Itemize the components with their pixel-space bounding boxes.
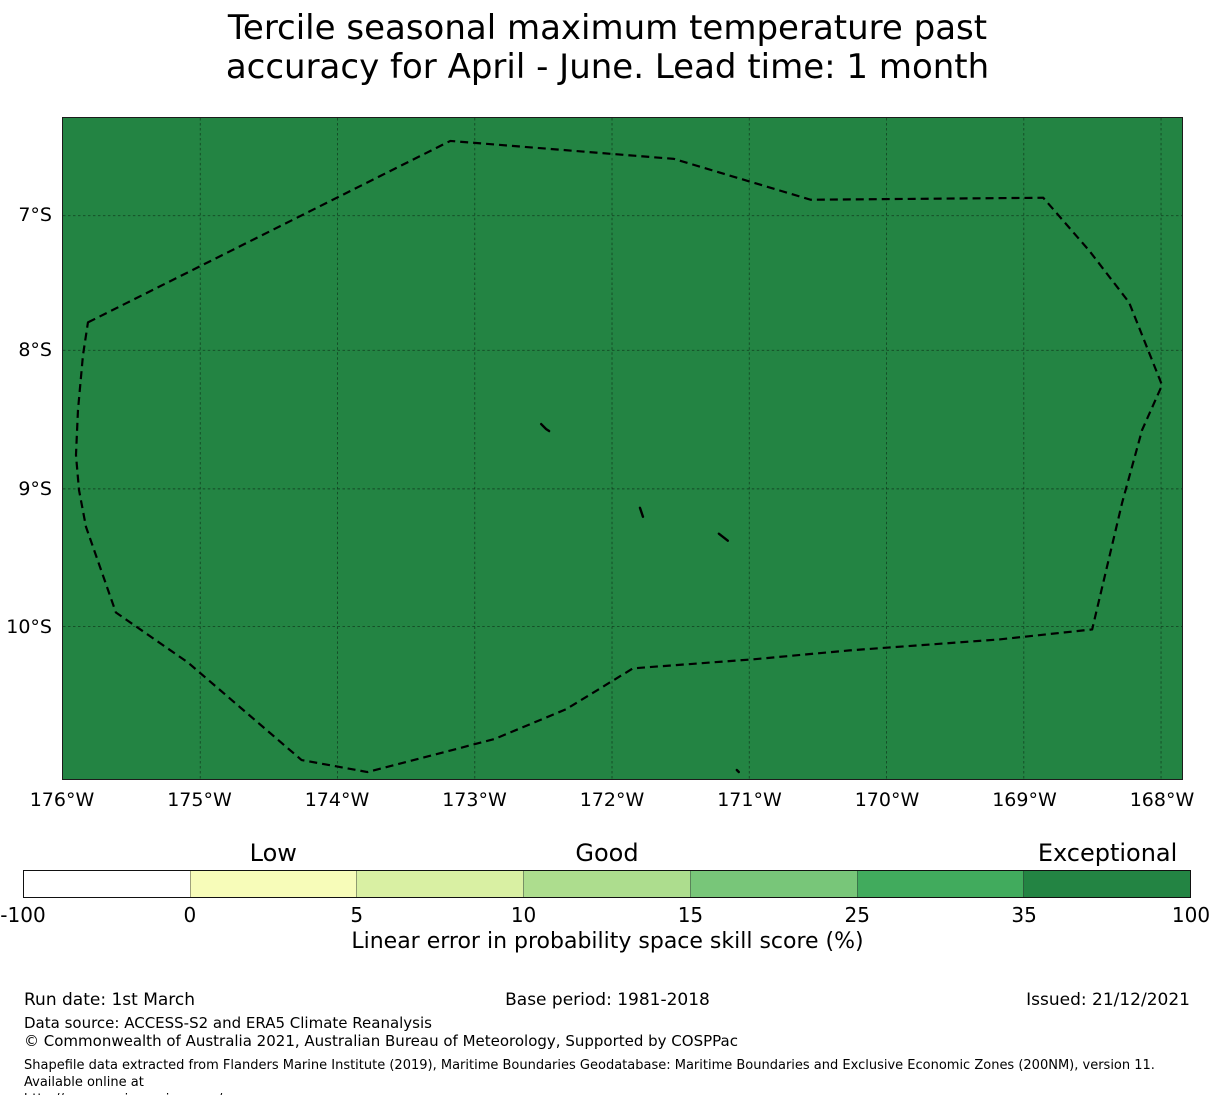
- page-title: Tercile seasonal maximum temperature pas…: [0, 9, 1215, 87]
- colorbar-segment-35-100: [1023, 871, 1191, 897]
- colorbar-category-label: Good: [575, 839, 639, 867]
- colorbar-tick-label: 15: [677, 903, 704, 927]
- data-source-text: Data source: ACCESS-S2 and ERA5 Climate …: [24, 1014, 432, 1032]
- colorbar-category-label: Exceptional: [1037, 839, 1178, 867]
- shapefile-note-line-1: Shapefile data extracted from Flanders M…: [24, 1058, 1155, 1090]
- colorbar-segment-25-35: [856, 871, 1024, 897]
- lat-tick-label: 7°S: [18, 204, 52, 226]
- colorbar-tick-label: 5: [350, 903, 364, 927]
- colorbar-segment-10-15: [523, 871, 690, 897]
- colorbar-segment-5-10: [356, 871, 524, 897]
- colorbar-tick-label: 10: [510, 903, 537, 927]
- copyright-text: © Commonwealth of Australia 2021, Austra…: [24, 1032, 738, 1050]
- issued-text: Issued: 21/12/2021: [1026, 990, 1190, 1010]
- lat-tick-label: 8°S: [18, 339, 52, 361]
- island-mark: [638, 506, 645, 518]
- lon-tick-label: 176°W: [29, 789, 95, 811]
- island-mark: [539, 422, 551, 433]
- island-mark: [735, 768, 740, 774]
- shapefile-note-line-2: http://www.marineregions.org/.: [24, 1091, 1196, 1095]
- colorbar-tick-label: 100: [1171, 903, 1211, 927]
- lon-tick-label: 173°W: [442, 789, 507, 811]
- lon-tick-label: 171°W: [717, 789, 782, 811]
- colorbar-axis-label: Linear error in probability space skill …: [351, 929, 864, 954]
- shapefile-note: Shapefile data extracted from Flanders M…: [24, 1057, 1196, 1095]
- colorbar-tick-label: 25: [844, 903, 870, 927]
- eez-boundary-path: [74, 139, 1164, 774]
- map-svg: [63, 118, 1182, 779]
- colorbar-category-label: Low: [249, 839, 297, 867]
- colorbar-segment--100-0: [24, 871, 190, 897]
- island-mark: [717, 532, 730, 542]
- colorbar: [23, 870, 1191, 898]
- title-line-2: accuracy for April - June. Lead time: 1 …: [225, 47, 990, 87]
- lat-tick-label: 9°S: [18, 478, 52, 500]
- lon-tick-label: 170°W: [854, 789, 920, 811]
- base-period-text: Base period: 1981-2018: [505, 990, 710, 1010]
- colorbar-tick-label: 0: [183, 903, 197, 927]
- title-line-1: Tercile seasonal maximum temperature pas…: [227, 8, 988, 48]
- run-date-text: Run date: 1st March: [24, 990, 196, 1010]
- colorbar-tick-label: 35: [1011, 903, 1037, 927]
- colorbar-tick-label: -100: [0, 903, 46, 927]
- colorbar-segment-0-5: [189, 871, 357, 897]
- lon-tick-label: 169°W: [992, 789, 1057, 811]
- map-plot: [62, 117, 1183, 780]
- lon-tick-label: 172°W: [579, 789, 645, 811]
- lon-tick-label: 175°W: [167, 789, 232, 811]
- lat-tick-label: 10°S: [6, 616, 52, 638]
- lon-tick-label: 168°W: [1129, 789, 1195, 811]
- lon-tick-label: 174°W: [304, 789, 370, 811]
- colorbar-segment-15-25: [689, 871, 857, 897]
